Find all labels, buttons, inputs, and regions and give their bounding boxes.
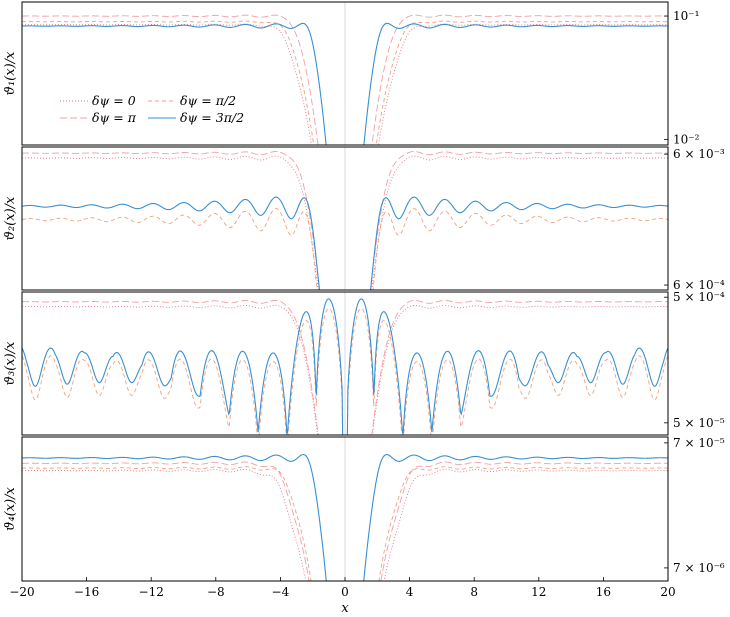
x-tick-label: 20 [660,585,675,599]
series-line-4--3-2 [22,453,668,581]
y-axis-label: ϑ₄(x)/x [3,486,18,530]
panel-2: 6 × 10⁻³ 6 × 10⁻⁴ ϑ₂(x)/x [3,146,725,292]
series-line-4--2 [22,466,668,581]
y-tick-label: 5 × 10⁻⁴ [673,290,725,304]
y-tick-label: 7 × 10⁻⁶ [673,561,725,575]
legend-label: δψ = 3π/2 [180,110,244,125]
panel-frame [21,1,669,146]
series-line-2--2 [22,208,668,290]
y-tick-label: 6 × 10⁻⁴ [673,278,725,292]
panel-1: 10⁻¹ 10⁻² ϑ₁(x)/x [3,1,700,146]
x-tick-label: 16 [596,585,611,599]
x-tick-label: −12 [139,585,164,599]
chart-panels: 10⁻¹ 10⁻² ϑ₁(x)/x 6 × 10⁻³ 6 × 10⁻⁴ ϑ₂(x)/x 5 … [3,1,725,582]
x-tick-label: 8 [470,585,478,599]
y-axis-label: ϑ₃(x)/x [3,341,18,385]
x-axis: −20 −16 −12 −8 −4 0 4 8 12 16 20 [9,577,676,599]
series-line-1--2 [22,20,668,145]
x-axis-label: x [341,601,349,616]
x-tick-label: −16 [74,585,99,599]
legend-label: δψ = π [92,110,137,125]
panel-frame [21,291,669,436]
legend-label: δψ = π/2 [180,93,236,108]
y-tick-label: 10⁻¹ [673,9,699,23]
series-line-1--0 [22,23,668,145]
panel-3: 5 × 10⁻⁴ 5 × 10⁻⁵ ϑ₃(x)/x [3,290,725,436]
y-tick-label: 5 × 10⁻⁵ [673,416,725,430]
x-tick-label: −4 [272,585,290,599]
legend-label: δψ = 0 [92,93,136,108]
series-line-3-- [22,299,668,435]
panel-frame [21,146,669,291]
x-tick-label: −8 [207,585,225,599]
series-line-2-- [22,151,668,290]
y-axis-label: ϑ₁(x)/x [3,51,18,95]
panel-4: 7 × 10⁻⁵ 7 × 10⁻⁶ ϑ₄(x)/x [3,436,725,582]
y-tick-label: 6 × 10⁻³ [673,147,725,161]
y-axis-label: ϑ₂(x)/x [3,196,18,240]
x-tick-label: 0 [341,585,349,599]
series-line-3--3-2 [22,298,668,435]
series-line-4-- [22,461,668,581]
x-tick-label: 12 [531,585,546,599]
series-line-1-- [22,14,668,145]
y-tick-label: 10⁻² [673,132,700,146]
x-tick-label: −20 [9,585,34,599]
series-line-2--3-2 [22,196,668,290]
chart-legend: δψ = 0 δψ = π/2 δψ = π δψ = 3π/2 [60,93,244,125]
y-tick-label: 7 × 10⁻⁵ [673,436,725,450]
x-tick-label: 4 [406,585,414,599]
series-line-1--3-2 [22,22,668,145]
